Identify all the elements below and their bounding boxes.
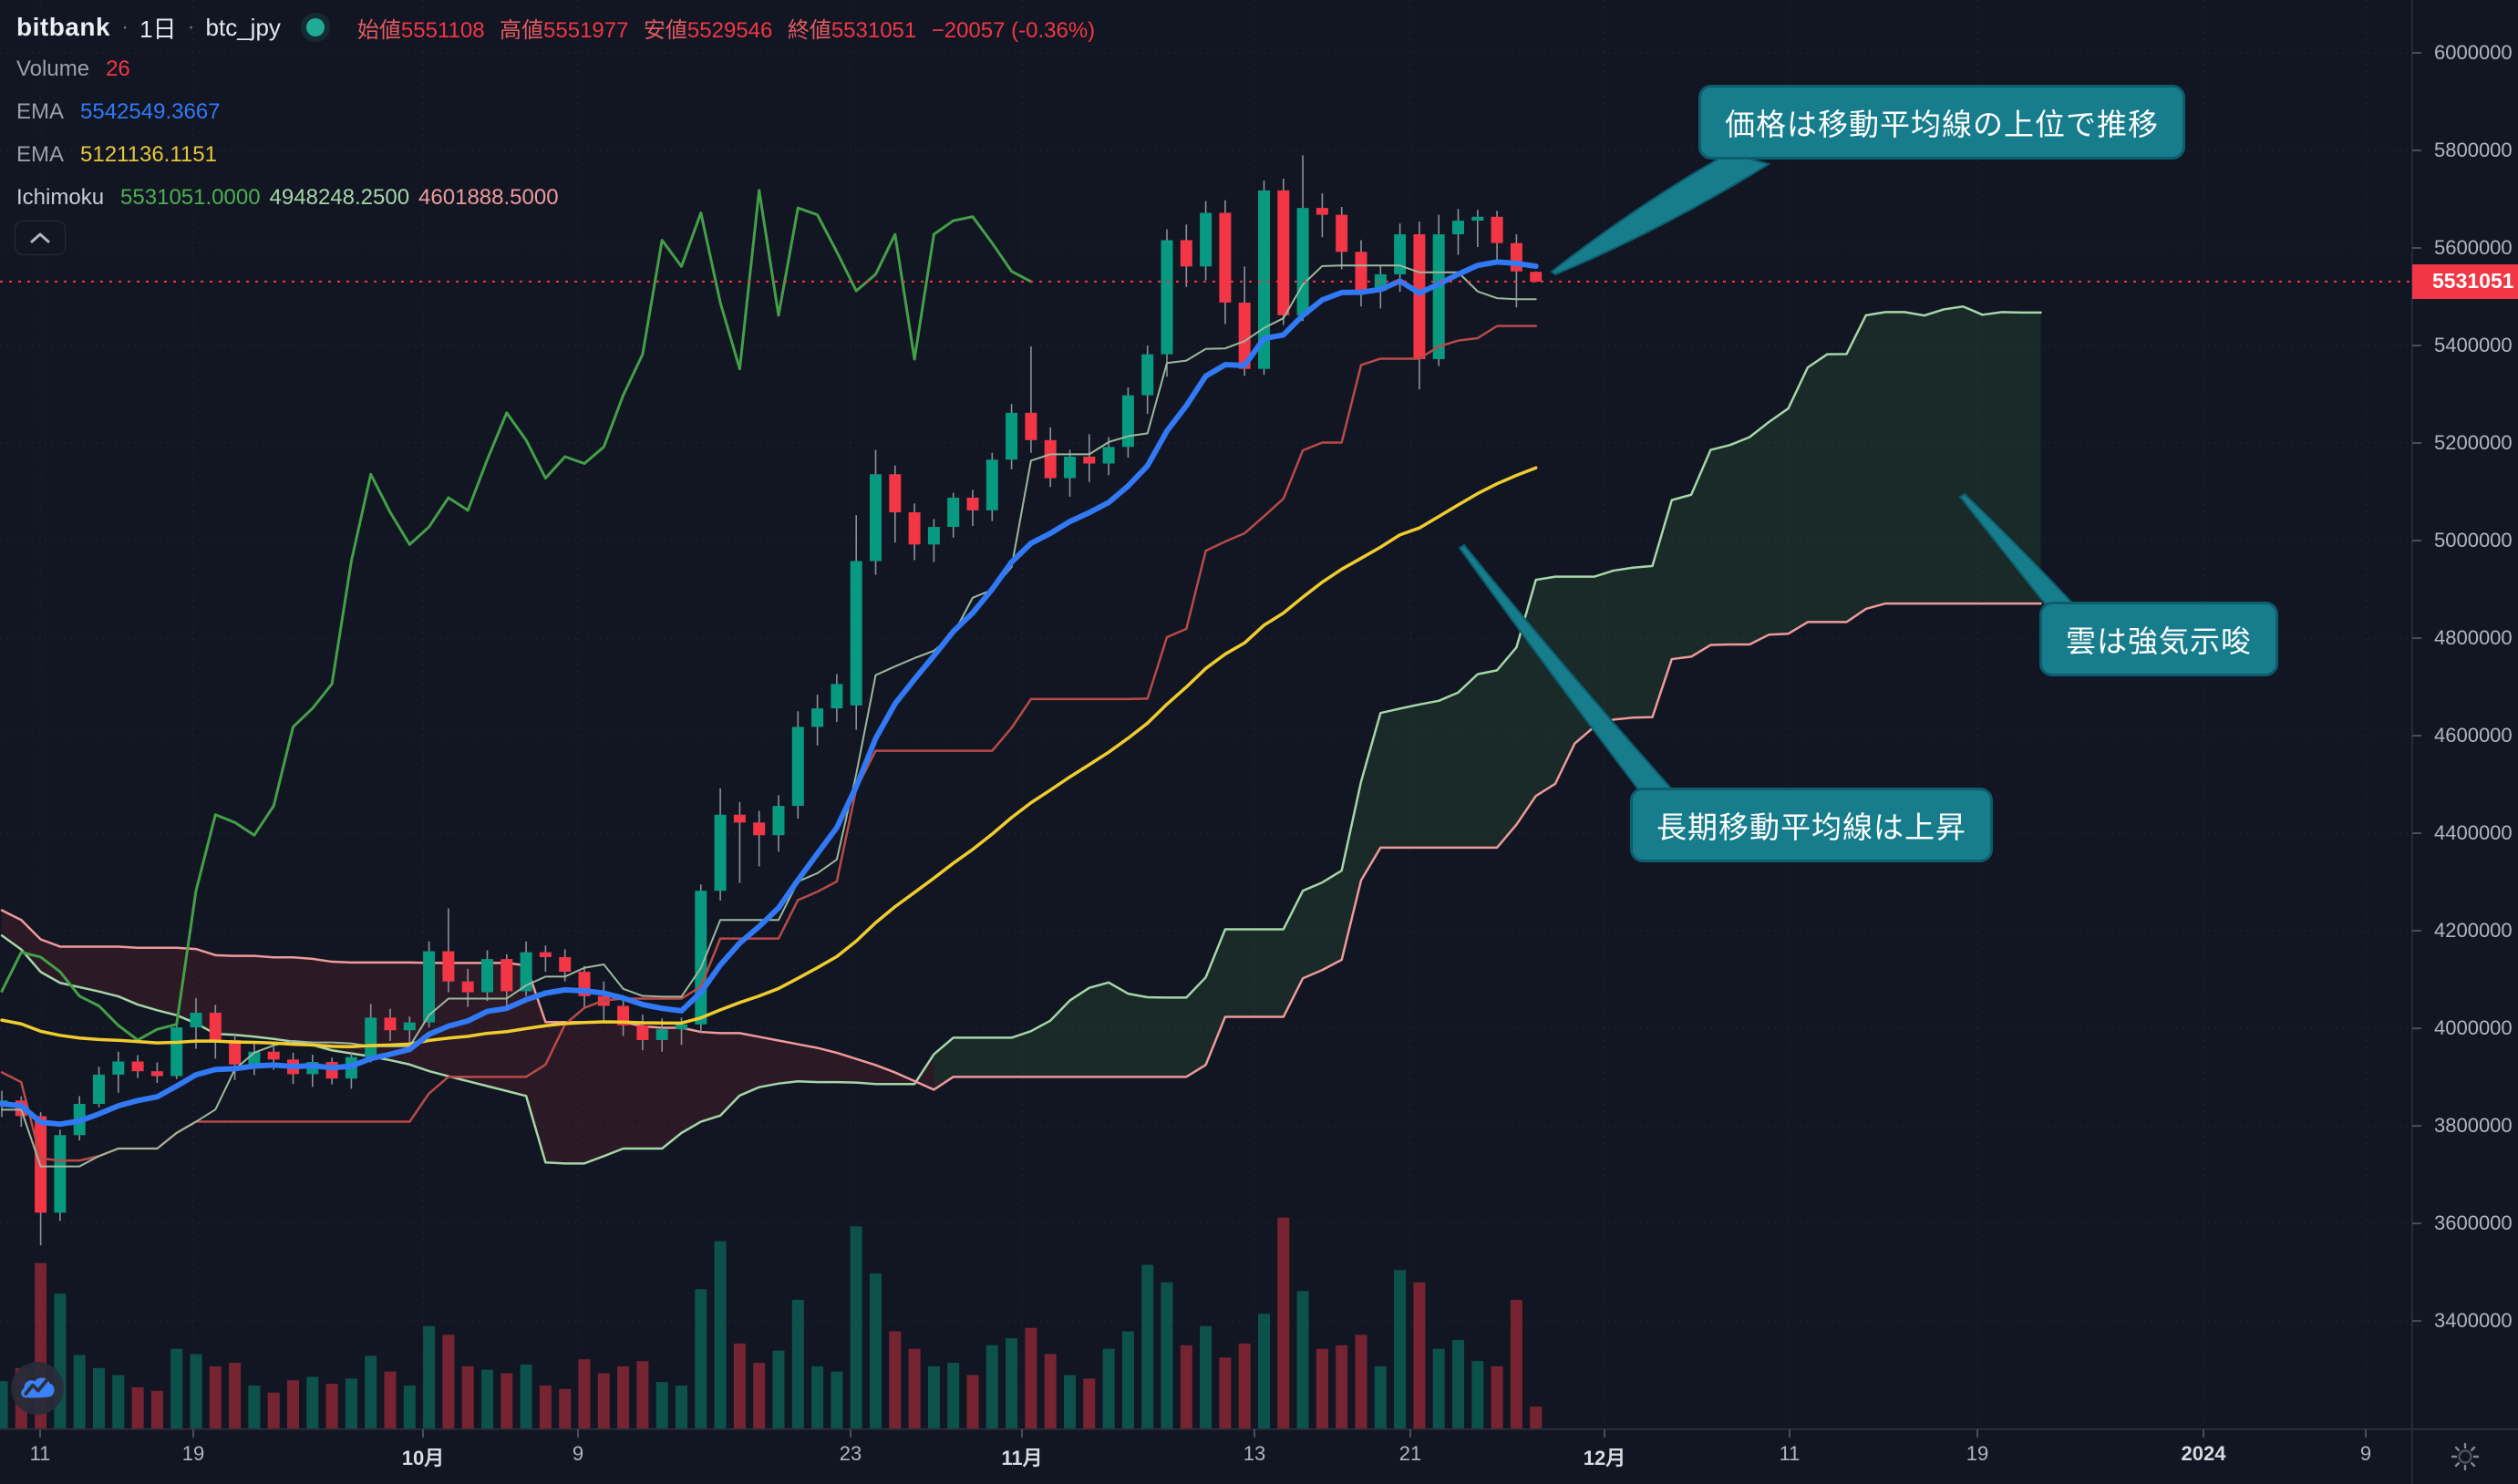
annotation-cloud-bullish[interactable]: 雲は強気示唆 <box>2039 602 2278 676</box>
open-label: 始値 <box>356 17 401 43</box>
price-tick-label: 4000000 <box>2434 1016 2513 1040</box>
close-value: 5531051 <box>831 17 917 43</box>
ichimoku-legend-row[interactable]: Ichimoku 5531051.0000 4948248.2500 46018… <box>16 176 1095 219</box>
time-tick-label: 21 <box>1398 1442 1422 1465</box>
ichimoku-lead-a-value: 4948248.2500 <box>269 184 410 210</box>
low-label: 安値 <box>643 17 687 43</box>
exchange-name: bitbank <box>16 13 111 41</box>
volume-legend-row[interactable]: Volume 26 <box>16 47 1095 90</box>
axis-corner <box>2411 1428 2518 1484</box>
price-tick-label: 4600000 <box>2434 724 2513 747</box>
price-tick-label: 3400000 <box>2434 1309 2513 1333</box>
price-tick-label: 5800000 <box>2434 139 2513 161</box>
ema-fast-label: EMA <box>16 98 65 124</box>
ohlc-readout: 始値5551108 高値5551977 安値5529546 終値5531051 … <box>346 12 1095 44</box>
time-tick-label: 19 <box>181 1442 205 1465</box>
price-tick-label: 4200000 <box>2434 919 2513 943</box>
separator: · <box>187 15 195 39</box>
cloud-chart-logo-icon <box>21 1377 55 1398</box>
time-tick-label: 10月 <box>401 1447 445 1469</box>
price-tick-label: 3600000 <box>2434 1211 2513 1235</box>
market-status-dot-icon <box>305 18 325 36</box>
time-tick-label: 19 <box>1966 1442 1989 1465</box>
ema-slow-value: 5121136.1151 <box>80 141 217 167</box>
symbol-title-row[interactable]: bitbank · 1日 · btc_jpy 始値5551108 高値55519… <box>16 7 1095 47</box>
time-tick-label: 9 <box>572 1442 584 1465</box>
price-tick-label: 5400000 <box>2434 334 2513 357</box>
ema-slow-legend-row[interactable]: EMA 5121136.1151 <box>16 133 1095 176</box>
price-tick-label: 3800000 <box>2434 1114 2513 1138</box>
ichimoku-lagging-value: 5531051.0000 <box>120 184 261 210</box>
time-tick-label: 9 <box>2359 1442 2372 1465</box>
close-label: 終値 <box>787 17 831 43</box>
open-value: 5551108 <box>400 17 485 43</box>
price-tick-label: 5600000 <box>2434 236 2513 260</box>
legend-panel: bitbank · 1日 · btc_jpy 始値5551108 高値55519… <box>16 7 1095 219</box>
watermark-logo[interactable] <box>11 1362 64 1415</box>
time-tick-label: 2024 <box>2181 1442 2226 1465</box>
time-axis[interactable]: 11 19 10月 9 23 11月 13 21 12月 11 19 2024 9 <box>0 1428 2518 1484</box>
volume-value: 26 <box>106 56 130 81</box>
price-axis[interactable]: 5531051 6000000 5800000 5600000 5400000 5200… <box>2411 0 2518 1429</box>
separator: · <box>121 15 129 39</box>
ichimoku-lead-b-value: 4601888.5000 <box>418 184 559 210</box>
ema-fast-value: 5542549.3667 <box>80 98 221 124</box>
time-tick-label: 11 <box>29 1442 51 1465</box>
last-price-label: 5531051 <box>2412 263 2518 299</box>
annotation-long-ma-rising[interactable]: 長期移動平均線は上昇 <box>1630 788 1993 862</box>
time-tick-label: 11 <box>1779 1442 1801 1465</box>
high-value: 5551977 <box>543 17 629 43</box>
price-tick-label: 5000000 <box>2434 529 2513 552</box>
time-tick-label: 11月 <box>1001 1447 1043 1469</box>
low-value: 5529546 <box>686 17 773 43</box>
interval-label[interactable]: 1日 <box>139 15 177 43</box>
price-tick-label: 5200000 <box>2434 431 2513 455</box>
time-tick-label: 12月 <box>1583 1447 1626 1469</box>
ichimoku-label: Ichimoku <box>16 184 105 210</box>
annotation-price-above-ma[interactable]: 価格は移動平均線の上位で推移 <box>1698 85 2185 160</box>
ema-slow-label: EMA <box>16 141 65 167</box>
ema-fast-legend-row[interactable]: EMA 5542549.3667 <box>16 90 1095 133</box>
price-tick-label: 6000000 <box>2434 41 2513 64</box>
collapse-legend-button[interactable] <box>15 221 66 255</box>
price-tick-label: 4800000 <box>2434 626 2513 650</box>
theme-sun-icon[interactable] <box>2450 1441 2481 1472</box>
pair-label[interactable]: btc_jpy <box>205 13 281 41</box>
change-value: −20057 (-0.36%) <box>931 17 1096 43</box>
volume-label: Volume <box>16 56 90 81</box>
price-tick-label: 4400000 <box>2434 821 2513 845</box>
high-label: 高値 <box>500 17 544 43</box>
time-tick-label: 13 <box>1243 1442 1266 1465</box>
time-tick-label: 23 <box>839 1442 862 1465</box>
chevron-up-icon <box>30 232 50 243</box>
